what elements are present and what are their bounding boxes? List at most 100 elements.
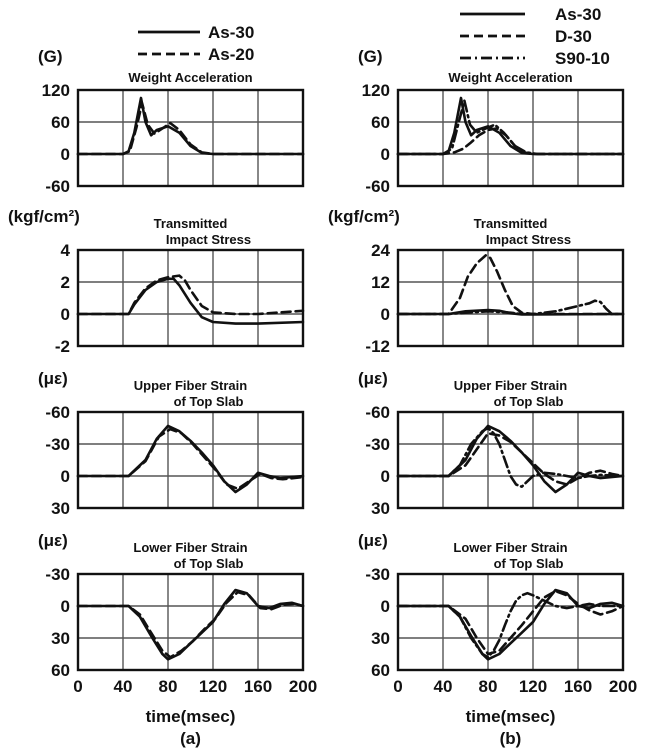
y-tick-label: -30 — [45, 565, 70, 584]
panel-title-line: Lower Fiber Strain — [453, 540, 567, 555]
x-tick-label: 80 — [159, 677, 178, 696]
plot-frame — [396, 248, 625, 348]
x-tick-label: 200 — [609, 677, 637, 696]
series-line-s90-10 — [396, 591, 625, 659]
y-unit-label: (G) — [358, 47, 383, 66]
series-line-as-20 — [76, 102, 305, 156]
series-line-as-30 — [76, 424, 305, 494]
y-tick-label: 120 — [362, 81, 390, 100]
y-tick-label: 12 — [371, 273, 390, 292]
panel-title-line: Impact Stress — [486, 232, 571, 247]
panel-title-line: Transmitted — [154, 216, 228, 231]
series-line-d-30 — [396, 589, 625, 656]
x-tick-label: 120 — [519, 677, 547, 696]
x-tick-label: 40 — [434, 677, 453, 696]
x-tick-label: 160 — [244, 677, 272, 696]
series-line-s90-10 — [396, 99, 625, 156]
y-tick-label: 24 — [371, 241, 390, 260]
legend-label: As-20 — [208, 45, 254, 64]
panel-sublabel: (b) — [500, 729, 522, 748]
y-tick-label: -60 — [45, 177, 70, 196]
x-tick-label: 40 — [114, 677, 133, 696]
series-line-as-20 — [76, 274, 305, 316]
y-tick-label: 0 — [381, 305, 390, 324]
y-tick-label: 60 — [51, 661, 70, 680]
x-axis-title: time(msec) — [466, 707, 556, 726]
y-tick-label: -60 — [365, 177, 390, 196]
panel-title-line: Impact Stress — [166, 232, 251, 247]
x-tick-label: 160 — [564, 677, 592, 696]
y-tick-label: 30 — [51, 629, 70, 648]
panel-title-line: Weight Acceleration — [448, 70, 572, 85]
panel-title-line: of Top Slab — [174, 394, 244, 409]
legend-a: As-30 As-20 — [138, 23, 254, 64]
series-line-s90-10 — [396, 299, 625, 316]
y-unit-label: (kgf/cm²) — [328, 207, 400, 226]
legend-b: As-30 D-30 S90-10 — [460, 5, 610, 68]
legend-label: D-30 — [555, 27, 592, 46]
y-tick-label: 2 — [61, 273, 70, 292]
legend-label: As-30 — [208, 23, 254, 42]
x-tick-label: 120 — [199, 677, 227, 696]
plot-frame — [396, 410, 625, 510]
y-unit-label: (kgf/cm²) — [8, 207, 80, 226]
y-tick-label: -12 — [365, 337, 390, 356]
plot-frame — [396, 572, 625, 672]
x-tick-label: 0 — [393, 677, 402, 696]
series-line-d-30 — [396, 432, 625, 486]
plot-frame — [76, 410, 305, 510]
y-unit-label: (με) — [38, 369, 68, 388]
y-tick-label: 0 — [381, 145, 390, 164]
chart-panel-b1: 120 60 0 -60 (G) Weight Acceleration — [358, 47, 625, 196]
y-tick-label: -60 — [365, 403, 390, 422]
y-tick-label: 60 — [51, 113, 70, 132]
series-line-as-30 — [396, 424, 625, 494]
y-tick-label: 120 — [42, 81, 70, 100]
plot-frame — [76, 572, 305, 672]
series-line-as-30 — [76, 588, 305, 661]
plot-frame — [76, 248, 305, 348]
panel-sublabel: (a) — [180, 729, 201, 748]
panel-title-line: Lower Fiber Strain — [133, 540, 247, 555]
chart-panel-a1: 120 60 0 -60 (G) Weight Acceleration — [38, 47, 305, 196]
y-unit-label: (με) — [358, 531, 388, 550]
panel-title-line: Transmitted — [474, 216, 548, 231]
y-tick-label: 30 — [51, 499, 70, 518]
y-tick-label: -30 — [365, 565, 390, 584]
x-tick-label: 80 — [479, 677, 498, 696]
x-tick-label: 0 — [73, 677, 82, 696]
y-tick-label: 0 — [381, 467, 390, 486]
x-tick-label: 200 — [289, 677, 317, 696]
panel-title-line: of Top Slab — [494, 556, 564, 571]
y-tick-label: 0 — [61, 467, 70, 486]
plot-frame — [396, 88, 625, 188]
series-line-as-20 — [76, 590, 305, 659]
y-tick-label: 0 — [61, 597, 70, 616]
y-unit-label: (με) — [38, 531, 68, 550]
y-tick-label: -30 — [45, 435, 70, 454]
panel-title-line: of Top Slab — [494, 394, 564, 409]
y-tick-label: 0 — [381, 597, 390, 616]
y-tick-label: 0 — [61, 145, 70, 164]
y-tick-label: 4 — [61, 241, 71, 260]
y-tick-label: -60 — [45, 403, 70, 422]
y-tick-label: 30 — [371, 499, 390, 518]
panel-title-line: of Top Slab — [174, 556, 244, 571]
y-unit-label: (με) — [358, 369, 388, 388]
legend-label: S90-10 — [555, 49, 610, 68]
y-tick-label: -2 — [55, 337, 70, 356]
legend-label: As-30 — [555, 5, 601, 24]
panel-title-line: Upper Fiber Strain — [454, 378, 567, 393]
y-tick-label: -30 — [365, 435, 390, 454]
series-line-d-30 — [396, 254, 625, 316]
plot-frame — [76, 88, 305, 188]
series-line-as-30 — [76, 277, 305, 325]
panel-title-line: Weight Acceleration — [128, 70, 252, 85]
